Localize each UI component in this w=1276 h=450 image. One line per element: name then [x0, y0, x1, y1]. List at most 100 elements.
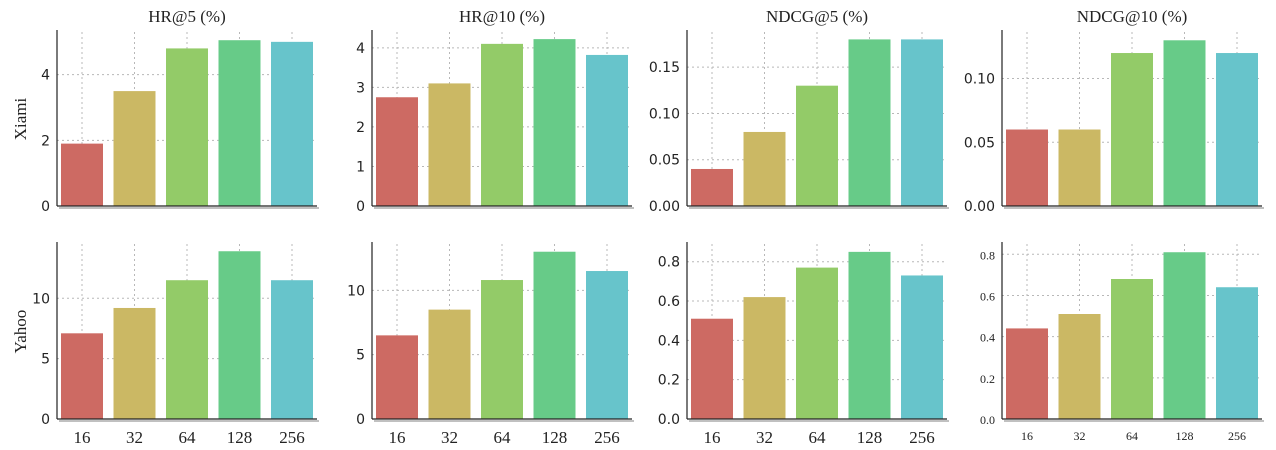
bar-64 — [166, 48, 208, 206]
bar-32 — [428, 83, 471, 206]
y-tick-label: 4 — [41, 68, 50, 84]
bar-32 — [428, 309, 471, 419]
x-tick-label: 16 — [1021, 429, 1033, 443]
bar-128 — [218, 40, 261, 206]
bar-16 — [691, 318, 733, 419]
y-tick-label: 0.15 — [649, 60, 680, 76]
subplot-title: HR@10 (%) — [459, 7, 545, 26]
bar-64 — [1111, 53, 1153, 207]
x-tick-label: 64 — [179, 428, 197, 447]
x-tick-label: 256 — [909, 428, 935, 447]
y-tick-label: 0.8 — [658, 255, 680, 271]
bar-64 — [481, 43, 523, 207]
bar-16 — [61, 143, 103, 206]
bar-256 — [586, 54, 628, 206]
y-tick-label: 4 — [356, 41, 365, 57]
x-tick-label: 128 — [857, 428, 883, 447]
x-tick-label: 64 — [1126, 429, 1138, 443]
subplot-5: 0 5 10 16 32 64 128 256 Yahoo — [11, 242, 319, 447]
y-tick-label: 0.4 — [980, 331, 995, 345]
bar-256 — [1216, 287, 1258, 419]
subplot-1: 0 2 4 HR@5 (%) Xiami — [11, 7, 319, 215]
y-tick-label: 0 — [41, 199, 50, 215]
y-tick-label: 0.10 — [964, 72, 995, 88]
subplot-title: NDCG@5 (%) — [766, 7, 868, 26]
bar-32 — [113, 307, 156, 419]
x-tick-label: 256 — [1228, 429, 1246, 443]
bar-16 — [691, 168, 733, 206]
y-tick-label: 0.2 — [658, 373, 680, 389]
y-tick-label: 0.4 — [658, 333, 680, 349]
x-tick-label: 16 — [389, 428, 406, 447]
bar-64 — [166, 280, 208, 419]
bar-256 — [901, 39, 943, 207]
x-tick-label: 16 — [704, 428, 721, 447]
y-tick-label: 5 — [356, 348, 365, 364]
subplot-title: NDCG@10 (%) — [1077, 7, 1188, 26]
bar-32 — [1058, 129, 1101, 206]
bar-256 — [586, 271, 628, 419]
bar-256 — [1216, 53, 1258, 207]
x-tick-label: 16 — [74, 428, 91, 447]
bar-128 — [1163, 252, 1206, 419]
y-tick-label: 0.6 — [980, 289, 995, 303]
x-tick-label: 32 — [756, 428, 773, 447]
y-tick-label: 0.8 — [980, 248, 995, 262]
x-tick-label: 32 — [1074, 429, 1086, 443]
y-tick-label: 0 — [356, 412, 365, 428]
bar-128 — [848, 39, 891, 207]
bar-256 — [271, 280, 313, 419]
bar-128 — [533, 39, 576, 207]
bar-32 — [743, 297, 786, 419]
row-label: Xiami — [11, 97, 30, 140]
x-tick-label: 128 — [542, 428, 568, 447]
bar-64 — [1111, 279, 1153, 419]
row-label: Yahoo — [11, 310, 30, 354]
bar-16 — [1006, 328, 1048, 419]
bar-32 — [113, 91, 156, 206]
subplot-2: 0 1 2 3 4 HR@10 (%) — [356, 7, 634, 215]
bar-16 — [376, 335, 418, 419]
y-tick-label: 0 — [356, 199, 365, 215]
y-tick-label: 0.0 — [980, 413, 995, 427]
bar-256 — [271, 41, 313, 206]
y-tick-label: 3 — [356, 80, 365, 96]
bar-64 — [796, 85, 838, 206]
y-tick-label: 0.00 — [649, 199, 680, 215]
y-tick-label: 10 — [347, 283, 365, 299]
bar-128 — [218, 251, 261, 419]
bar-16 — [376, 97, 418, 206]
bar-32 — [1058, 314, 1101, 419]
bar-256 — [901, 275, 943, 419]
y-tick-label: 0.00 — [964, 199, 995, 215]
y-tick-label: 10 — [32, 291, 50, 307]
y-tick-label: 1 — [356, 159, 365, 175]
bar-128 — [1163, 40, 1206, 207]
y-tick-label: 0.10 — [649, 106, 680, 122]
x-tick-label: 64 — [809, 428, 827, 447]
subplot-title: HR@5 (%) — [148, 7, 226, 26]
x-tick-label: 256 — [594, 428, 620, 447]
x-tick-label: 256 — [279, 428, 305, 447]
y-tick-label: 0.2 — [980, 372, 995, 386]
x-tick-label: 32 — [441, 428, 458, 447]
x-tick-label: 128 — [1176, 429, 1194, 443]
bar-64 — [796, 267, 838, 419]
y-tick-label: 0.0 — [658, 412, 680, 428]
x-tick-label: 32 — [126, 428, 143, 447]
y-tick-label: 0.6 — [658, 294, 680, 310]
y-tick-label: 2 — [41, 133, 50, 149]
subplot-6: 0 5 10 16 32 64 128 256 — [347, 242, 634, 447]
bar-32 — [743, 131, 786, 206]
x-tick-label: 64 — [494, 428, 512, 447]
subplot-4: 0.00 0.05 0.10 NDCG@10 (%) — [964, 7, 1264, 215]
bar-128 — [533, 251, 576, 419]
y-tick-label: 2 — [356, 120, 365, 136]
subplot-3: 0.00 0.05 0.10 0.15 NDCG@5 (%) — [649, 7, 949, 215]
y-tick-label: 0.05 — [649, 153, 680, 169]
bar-64 — [481, 280, 523, 419]
x-tick-label: 128 — [227, 428, 253, 447]
bar-128 — [848, 251, 891, 419]
bar-16 — [1006, 129, 1048, 206]
